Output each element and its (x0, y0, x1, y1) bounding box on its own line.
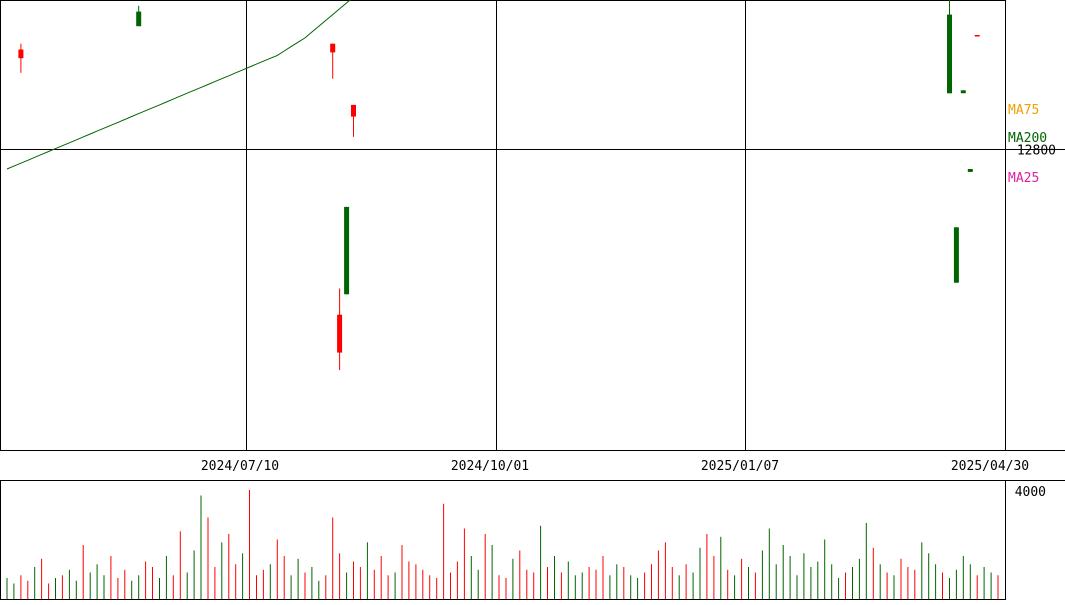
candle-body (136, 11, 142, 27)
date-tick-label: 2024/10/01 (451, 459, 529, 474)
candle-body (953, 227, 959, 283)
candle-body (351, 104, 356, 117)
date-tick-label: 2025/01/07 (701, 459, 779, 474)
moving-average-lines (6, 0, 351, 170)
legend-label: MA200 (1008, 131, 1047, 146)
volume-frame (0, 480, 1006, 600)
ma200-line (6, 0, 351, 170)
candle-body (960, 90, 966, 94)
legend-label: MA25 (1008, 171, 1039, 186)
price-tick-label: 12800 (1017, 144, 1056, 159)
volume-tick-label: 4000 (1015, 485, 1046, 500)
date-tick-label: 2024/07/10 (201, 459, 279, 474)
date-tick-label: 2025/04/30 (951, 459, 1029, 474)
axis-labels: 149001420013500128002024/07/102024/10/01… (201, 103, 1056, 500)
candlestick-series (18, 0, 980, 371)
candle-body (337, 314, 343, 353)
candle-body (330, 43, 336, 53)
candle-body (947, 14, 952, 94)
candle-body (18, 49, 24, 59)
volume-bars (6, 490, 999, 599)
price-frame (0, 0, 1006, 451)
candle-body (344, 206, 350, 295)
candle-body (974, 35, 980, 37)
legend-label: MA75 (1008, 103, 1039, 118)
candle-body (967, 169, 973, 172)
